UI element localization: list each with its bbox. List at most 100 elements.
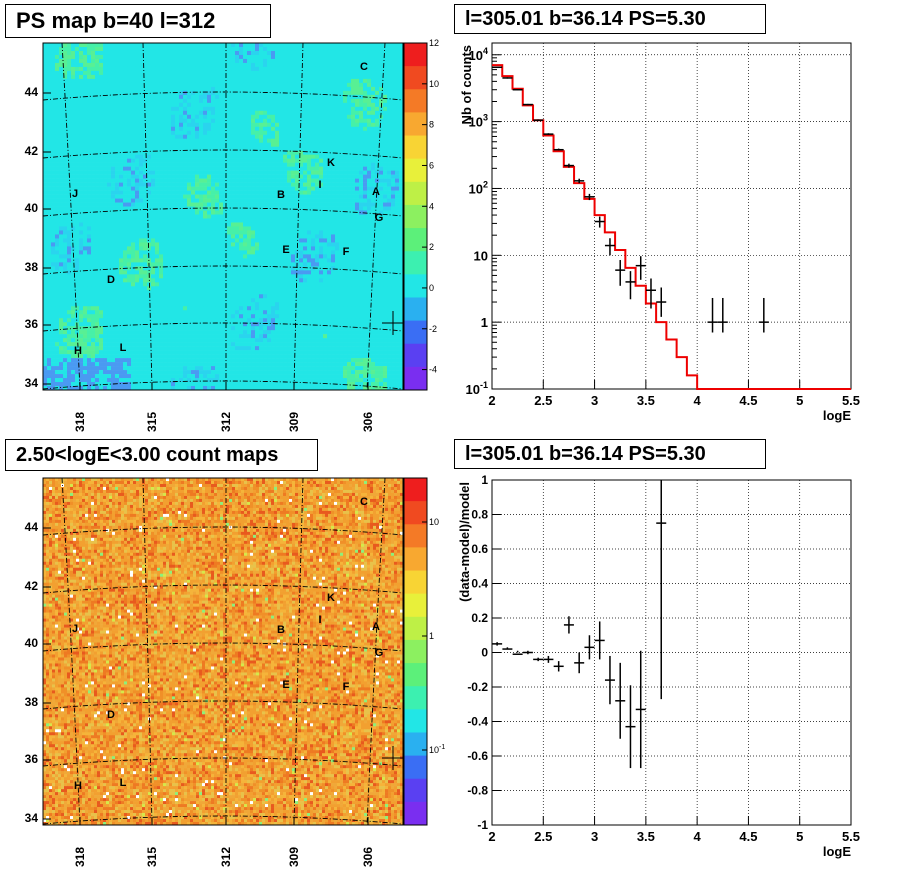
heatmap-cell xyxy=(347,66,352,72)
heatmap-cell xyxy=(267,194,272,199)
heatmap-cell xyxy=(179,102,184,108)
heatmap-cell xyxy=(383,206,388,211)
heatmap-cell xyxy=(223,174,228,179)
heatmap-cell xyxy=(91,150,96,155)
heatmap-cell xyxy=(323,226,328,231)
heatmap-cell xyxy=(179,238,184,243)
heatmap-cell xyxy=(335,210,340,215)
heatmap-cell xyxy=(167,170,172,175)
heatmap-cell xyxy=(251,150,256,155)
heatmap-cell xyxy=(199,46,204,52)
heatmap-cell xyxy=(347,174,352,179)
heatmap-cell xyxy=(103,110,108,116)
heatmap-cell xyxy=(131,222,136,227)
heatmap-cell xyxy=(339,70,344,76)
heatmap-cell xyxy=(279,94,284,100)
heatmap-cell xyxy=(263,138,268,144)
heatmap-cell xyxy=(387,50,392,56)
heatmap-cell xyxy=(383,254,388,259)
heatmap-cell xyxy=(207,126,212,132)
heatmap-cell xyxy=(267,78,272,84)
heatmap-cell xyxy=(227,186,232,191)
heatmap-cell xyxy=(95,98,100,104)
heatmap-cell xyxy=(203,186,208,191)
heatmap-cell xyxy=(127,202,132,207)
heatmap-cell xyxy=(55,214,60,219)
heatmap-cell xyxy=(143,206,148,211)
heatmap-cell xyxy=(115,154,120,159)
heatmap-cell xyxy=(247,58,252,64)
heatmap-cell xyxy=(367,258,372,263)
heatmap-cell xyxy=(67,102,72,108)
heatmap-cell xyxy=(163,150,168,155)
heatmap-cell xyxy=(107,258,112,263)
heatmap-cell xyxy=(111,58,116,64)
heatmap-cell xyxy=(115,78,120,84)
heatmap-cell xyxy=(251,206,256,211)
heatmap-cell xyxy=(199,126,204,132)
heatmap-cell xyxy=(391,254,396,259)
heatmap-cell xyxy=(239,198,244,203)
heatmap-cell xyxy=(79,114,84,120)
heatmap-cell xyxy=(255,118,260,124)
heatmap-cell xyxy=(99,222,104,227)
heatmap-cell xyxy=(399,98,404,104)
heatmap-cell xyxy=(335,162,340,167)
heatmap-cell xyxy=(207,206,212,211)
heatmap-cell xyxy=(351,166,356,171)
heatmap-cell xyxy=(335,242,340,247)
heatmap-cell xyxy=(139,94,144,100)
heatmap-cell xyxy=(175,74,180,80)
heatmap-cell xyxy=(79,134,84,140)
heatmap-cell xyxy=(275,70,280,76)
heatmap-cell xyxy=(339,43,344,48)
heatmap-cell xyxy=(379,238,384,243)
heatmap-cell xyxy=(267,254,272,259)
heatmap-cell xyxy=(259,234,264,239)
heatmap-cell xyxy=(227,78,232,84)
heatmap-cell xyxy=(71,114,76,120)
heatmap-cell xyxy=(275,114,280,120)
heatmap-cell xyxy=(395,250,400,255)
heatmap-cell xyxy=(187,58,192,64)
heatmap-cell xyxy=(123,254,128,259)
heatmap-cell xyxy=(395,98,400,104)
heatmap-cell xyxy=(347,242,352,247)
heatmap-cell xyxy=(307,62,312,68)
heatmap-cell xyxy=(231,198,236,203)
heatmap-cell xyxy=(79,178,84,183)
heatmap-cell xyxy=(139,122,144,128)
heatmap-cell xyxy=(147,62,152,68)
heatmap-cell xyxy=(187,86,192,92)
heatmap-cell xyxy=(47,46,52,52)
heatmap-cell xyxy=(195,170,200,175)
heatmap-cell xyxy=(111,50,116,56)
heatmap-cell xyxy=(83,43,88,48)
heatmap-cell xyxy=(191,50,196,56)
heatmap-cell xyxy=(119,110,124,116)
heatmap-cell xyxy=(123,250,128,255)
heatmap-cell xyxy=(55,238,60,243)
heatmap-cell xyxy=(375,74,380,80)
heatmap-cell xyxy=(67,50,72,56)
heatmap-cell xyxy=(67,90,72,96)
heatmap-cell xyxy=(159,102,164,108)
heatmap-cell xyxy=(255,242,260,247)
heatmap-cell xyxy=(55,158,60,163)
heatmap-cell xyxy=(391,98,396,104)
heatmap-cell xyxy=(231,74,236,80)
heatmap-cell xyxy=(131,146,136,151)
heatmap-cell xyxy=(191,238,196,243)
heatmap-cell xyxy=(267,178,272,183)
heatmap-cell xyxy=(119,82,124,88)
heatmap-cell xyxy=(207,150,212,155)
heatmap-cell xyxy=(347,202,352,207)
heatmap-cell xyxy=(271,170,276,175)
heatmap-cell xyxy=(211,90,216,96)
heatmap-cell xyxy=(227,102,232,108)
heatmap-cell xyxy=(251,158,256,163)
heatmap-cell xyxy=(303,134,308,140)
heatmap-cell xyxy=(299,246,304,251)
heatmap-cell xyxy=(231,206,236,211)
heatmap-cell xyxy=(43,114,48,120)
